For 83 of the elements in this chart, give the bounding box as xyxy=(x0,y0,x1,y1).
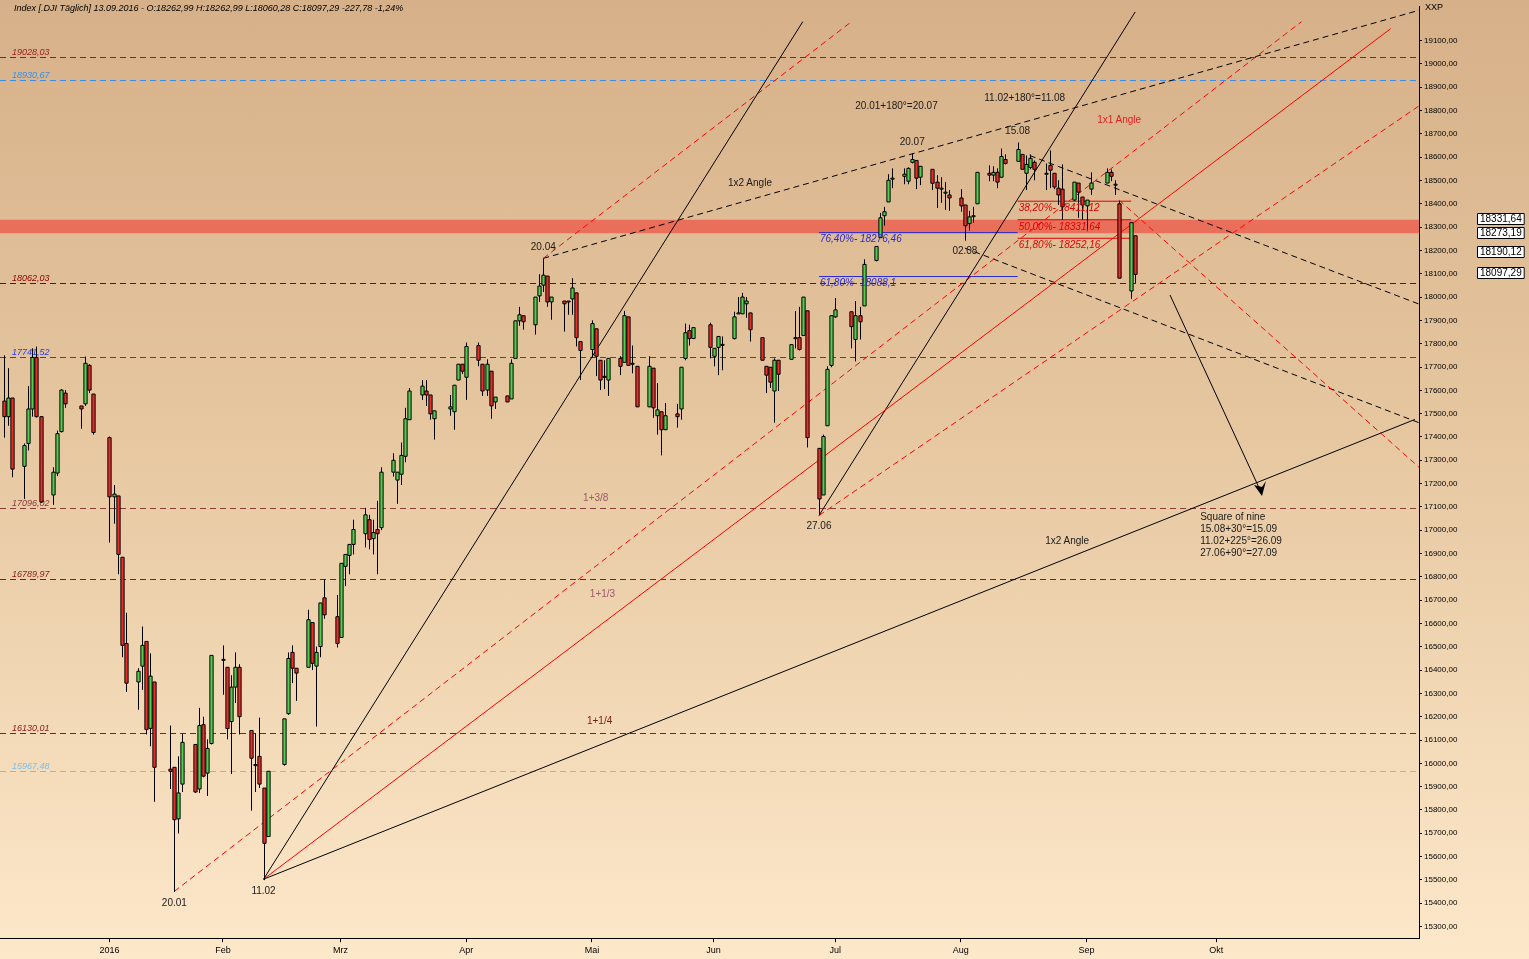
x-tick-label: 2016 xyxy=(99,945,120,956)
y-tick-label: 17900,00 xyxy=(1424,315,1458,325)
y-tick-label: 16300,00 xyxy=(1424,688,1458,698)
y-tick-label: 17800,00 xyxy=(1424,338,1458,348)
text: 18273,19 xyxy=(1480,226,1523,238)
ref-line-label: 19028,03 xyxy=(12,46,50,57)
x-tick-label: Aug xyxy=(952,945,969,956)
x-tick-label: Apr xyxy=(459,945,474,956)
y-tick-label: 16100,00 xyxy=(1424,735,1458,745)
annotation: 15.08+30°=15.09 xyxy=(1200,522,1278,534)
annotation: 02.08 xyxy=(952,245,978,257)
y-tick-label: 17300,00 xyxy=(1424,455,1458,465)
x-tick-label: Sep xyxy=(1078,945,1095,956)
ref-line-label: 16789,97 xyxy=(12,568,51,579)
ref-line-label: 18930,67 xyxy=(12,69,51,80)
text: 18190,12 xyxy=(1480,245,1523,257)
x-tick-label: Jul xyxy=(829,945,841,956)
y-tick-label: 18100,00 xyxy=(1424,268,1458,278)
y-tick-label: 18800,00 xyxy=(1424,105,1458,115)
x-tick-label: Jun xyxy=(706,945,721,956)
y-tick-label: 19000,00 xyxy=(1424,59,1458,69)
annotation: 11.02 xyxy=(251,884,277,896)
y-tick-label: 16600,00 xyxy=(1424,618,1458,628)
y-tick-label: 15600,00 xyxy=(1424,851,1458,861)
annotation: 1+1/4 xyxy=(586,714,613,726)
y-tick-label: 17400,00 xyxy=(1424,432,1458,442)
annotation: 27.06+90°=27.09 xyxy=(1200,546,1278,558)
y-tick-label: 18900,00 xyxy=(1424,82,1458,92)
annotation: 11.02+225°=26.09 xyxy=(1200,534,1283,546)
y-tick-label: 15900,00 xyxy=(1424,781,1458,791)
y-tick-label: 18700,00 xyxy=(1424,129,1458,139)
y-tick-label: 16800,00 xyxy=(1424,572,1458,582)
text: 18331,64 xyxy=(1480,212,1523,224)
annotation: 20.07 xyxy=(899,136,926,148)
y-tick-label: 15400,00 xyxy=(1424,898,1458,908)
y-tick-label: 16900,00 xyxy=(1424,548,1458,558)
y-tick-label: 16200,00 xyxy=(1424,711,1458,721)
ref-line-label: 17096,02 xyxy=(12,497,50,508)
y-tick-label: 18000,00 xyxy=(1424,292,1458,302)
annotation: 1x2 Angle xyxy=(728,176,773,188)
x-tick-label: Mrz xyxy=(333,945,349,956)
y-tick-label: 15300,00 xyxy=(1424,921,1458,931)
y-axis-title: XXP xyxy=(1425,2,1444,13)
text: 18097,29 xyxy=(1480,266,1523,278)
annotation: 20.01+180°=20.07 xyxy=(855,99,939,111)
series-label: 76,40%- 18276,46 xyxy=(819,233,903,245)
ref-line-label: 16130,01 xyxy=(12,722,50,733)
y-tick-label: 18600,00 xyxy=(1424,152,1458,162)
annotation: Square of nine xyxy=(1200,510,1266,522)
y-tick-label: 18200,00 xyxy=(1424,245,1458,255)
y-tick-label: 16700,00 xyxy=(1424,595,1458,605)
annotation: 1x1 Angle xyxy=(1097,113,1142,125)
y-tick-label: 19100,00 xyxy=(1424,35,1458,45)
ref-line-label: 15967,48 xyxy=(12,760,50,771)
y-tick-label: 17100,00 xyxy=(1424,502,1458,512)
y-tick-label: 15700,00 xyxy=(1424,828,1458,838)
annotation: 1+3/8 xyxy=(583,491,609,503)
y-tick-label: 15800,00 xyxy=(1424,805,1458,815)
annotation: 11.02+180°=11.08 xyxy=(984,91,1066,103)
annotation: 15.08 xyxy=(1005,125,1031,137)
annotation: 27.06 xyxy=(806,519,832,531)
y-tick-label: 16000,00 xyxy=(1424,758,1458,768)
chart-title: Index [.DJI Täglich] 13.09.2016 - O:18262,99 H:18262,99 L:18060,28 C:18097,29 -227,78 -1,24% xyxy=(14,2,404,13)
annotation: 20.04 xyxy=(530,241,557,253)
y-tick-label: 17000,00 xyxy=(1424,525,1458,535)
x-tick-label: Mai xyxy=(584,945,600,956)
annotation: 1+1/3 xyxy=(589,587,616,599)
y-tick-label: 16400,00 xyxy=(1424,665,1458,675)
x-tick-label: Okt xyxy=(1209,945,1224,956)
series-label: 61,80%- 18252,16 xyxy=(1018,239,1101,251)
y-tick-label: 16500,00 xyxy=(1424,641,1458,651)
x-tick-label: Feb xyxy=(215,945,231,956)
y-tick-label: 17700,00 xyxy=(1424,362,1458,372)
y-tick-label: 18500,00 xyxy=(1424,175,1458,185)
y-tick-label: 18300,00 xyxy=(1424,222,1458,232)
y-tick-label: 17500,00 xyxy=(1424,408,1458,418)
y-tick-label: 17200,00 xyxy=(1424,478,1458,488)
ref-line-label: 18062,03 xyxy=(12,272,50,283)
annotation: 1x2 Angle xyxy=(1045,534,1090,546)
y-tick-label: 18400,00 xyxy=(1424,199,1458,209)
y-tick-label: 15500,00 xyxy=(1424,875,1458,885)
y-tick-label: 17600,00 xyxy=(1424,385,1458,395)
annotation: 20.01 xyxy=(161,896,188,908)
